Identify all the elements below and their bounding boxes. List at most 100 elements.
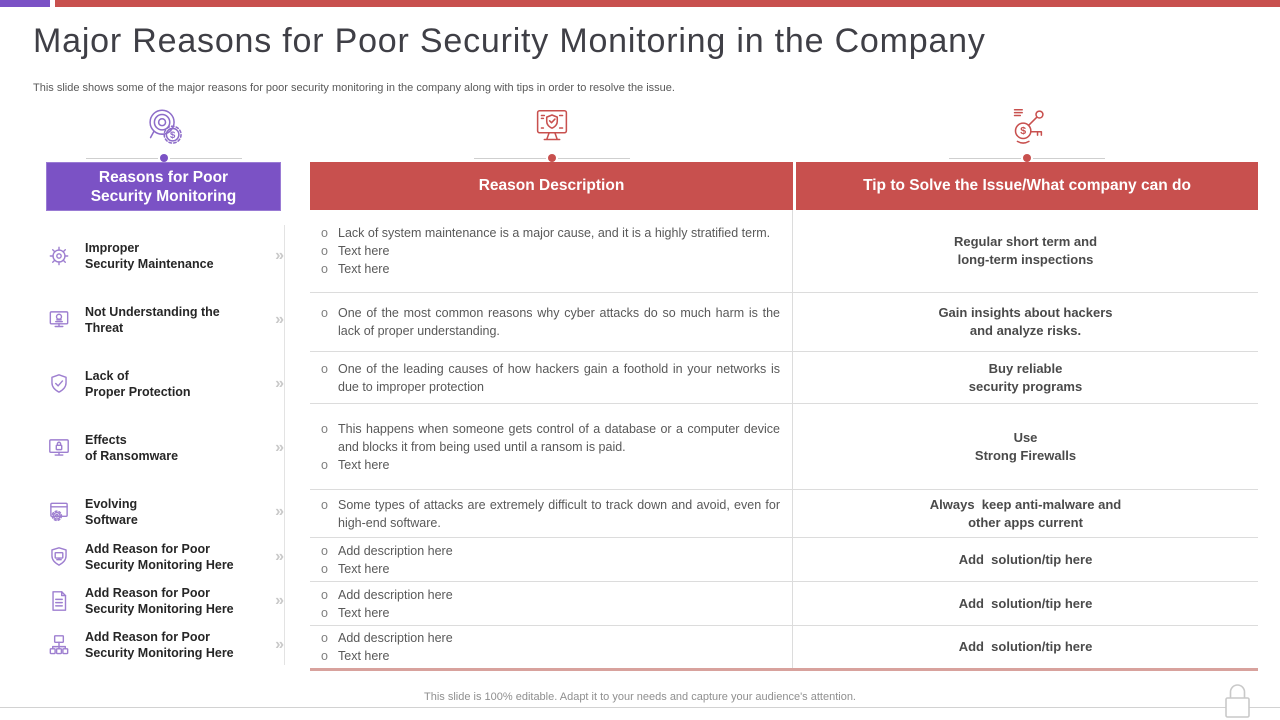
bullet-item: o Add description here xyxy=(321,587,453,602)
sidebar-item: Improper Security Maintenance » xyxy=(46,240,284,272)
purple-dot xyxy=(159,154,168,162)
bullet-item: o Add description here xyxy=(321,543,453,558)
top-bar-purple-segment xyxy=(0,0,50,7)
bullet-item: o Text here xyxy=(321,262,390,276)
table-row: o One of the most common reasons why cybe… xyxy=(310,292,1258,351)
sidebar-item: Not Understanding the Threat » xyxy=(46,304,284,336)
slide-description: This slide shows some of the major reaso… xyxy=(33,82,675,94)
bullet-item: o Text here xyxy=(321,457,390,472)
divider-with-dot xyxy=(310,153,793,163)
sidebar-items: Improper Security Maintenance » Not Unde… xyxy=(46,240,284,661)
sidebar-item-label: Effects of Ransomware xyxy=(85,433,179,463)
tip-cell: Gain insights about hackers and analyze … xyxy=(938,305,1113,338)
reasons-table: Reason Description Tip to Solve the Issu… xyxy=(310,162,1258,671)
bullet-item: o Some types of attacks are extremely dif… xyxy=(321,497,780,530)
sidebar-header: Reasons for Poor Security Monitoring xyxy=(46,162,281,211)
description-cell: o One of the leading causes of how hacker… xyxy=(310,352,793,403)
sidebar-item: Effects of Ransomware » xyxy=(46,432,284,464)
table-row: o Add description here o Text here Add solu… xyxy=(310,537,1258,581)
double-chevron-icon: » xyxy=(275,439,284,456)
lock-icon xyxy=(1221,681,1254,720)
page-title: Major Reasons for Poor Security Monitori… xyxy=(33,22,986,60)
table-row: o Lack of system maintenance is a major c… xyxy=(310,210,1258,292)
header-gap xyxy=(793,162,796,210)
sidebar-item-label: Not Understanding the Threat xyxy=(85,305,220,335)
document-icon xyxy=(46,588,76,614)
description-cell: o This happens when someone gets control … xyxy=(310,404,793,489)
description-cell: o Add description here o Text here xyxy=(310,626,793,668)
threat-monitor-icon xyxy=(46,307,76,333)
sidebar-item: Lack of Proper Protection » xyxy=(46,368,284,400)
secure-monitor-icon xyxy=(310,103,793,151)
double-chevron-icon: » xyxy=(275,592,284,609)
bullet-item: o Text here xyxy=(321,649,390,663)
sidebar-item-label: Lack of Proper Protection xyxy=(85,369,191,399)
table-row: o Add description here o Text here Add solu… xyxy=(310,581,1258,625)
sidebar-item: Add Reason for Poor Security Monitoring … xyxy=(46,585,284,617)
bullet-item: o Text here xyxy=(321,561,390,576)
tip-cell: Use Strong Firewalls xyxy=(974,429,1077,463)
network-icon xyxy=(46,632,76,658)
tip-cell: Add solution/tip here xyxy=(958,551,1093,567)
description-cell: o Some types of attacks are extremely dif… xyxy=(310,490,793,537)
tip-column-header: Tip to Solve the Issue/What company can … xyxy=(796,162,1258,210)
bullet-item: o Text here xyxy=(321,244,390,258)
tip-cell: Buy reliable security programs xyxy=(968,360,1083,394)
red-dot xyxy=(1023,154,1031,162)
tip-cell: Always keep anti-malware and other apps … xyxy=(929,496,1122,530)
bullet-item: o Text here xyxy=(321,605,390,620)
bullet-item: o Add description here xyxy=(321,631,453,645)
double-chevron-icon: » xyxy=(275,247,284,264)
tip-cell: Add solution/tip here xyxy=(958,595,1093,611)
tip-cell: Add solution/tip here xyxy=(958,639,1093,654)
table-row: o Add description here o Text here Add solu… xyxy=(310,625,1258,668)
table-row: o Some types of attacks are extremely dif… xyxy=(310,489,1258,537)
top-bar-red-segment xyxy=(55,0,1280,7)
search-money-key-icon xyxy=(796,103,1258,151)
double-chevron-icon: » xyxy=(275,636,284,653)
table-bottom-border xyxy=(310,668,1258,671)
description-cell: o Add description here o Text here xyxy=(310,582,793,625)
sidebar-column-head xyxy=(46,103,281,163)
double-chevron-icon: » xyxy=(275,375,284,392)
table-row: o This happens when someone gets control … xyxy=(310,403,1258,489)
sidebar-item-label: Add Reason for Poor Security Monitoring … xyxy=(85,586,234,616)
footer-note: This slide is 100% editable. Adapt it to… xyxy=(424,691,856,703)
divider-with-dot xyxy=(46,153,281,163)
sidebar-item-label: Add Reason for Poor Security Monitoring … xyxy=(85,542,234,572)
sidebar-vertical-divider xyxy=(284,225,285,665)
table-row: o One of the leading causes of how hacker… xyxy=(310,351,1258,403)
bullet-item: o One of the most common reasons why cybe… xyxy=(321,306,780,338)
sidebar-item: Add Reason for Poor Security Monitoring … xyxy=(46,541,284,573)
malware-bug-icon xyxy=(46,243,76,269)
sidebar-item-label: Improper Security Maintenance xyxy=(85,241,214,271)
description-column-header: Reason Description xyxy=(310,162,793,210)
red-dot xyxy=(547,154,556,162)
shield-monitor-icon xyxy=(46,544,76,570)
tip-cell: Regular short term and long-term inspect… xyxy=(953,234,1098,267)
description-cell: o Add description here o Text here xyxy=(310,538,793,581)
ransomware-monitor-icon xyxy=(46,435,76,461)
sidebar-item: Evolving Software » xyxy=(46,496,284,528)
sidebar-item-label: Add Reason for Poor Security Monitoring … xyxy=(85,630,234,660)
description-column-head xyxy=(310,103,793,163)
double-chevron-icon: » xyxy=(275,503,284,520)
bullet-item: o Lack of system maintenance is a major c… xyxy=(321,226,771,240)
description-cell: o One of the most common reasons why cybe… xyxy=(310,293,793,351)
tip-column-head xyxy=(796,103,1258,163)
sidebar-item-label: Evolving Software xyxy=(85,497,138,527)
bullet-item: o This happens when someone gets control … xyxy=(321,421,780,454)
table-header-row: Reason Description Tip to Solve the Issu… xyxy=(310,162,1258,210)
footer-line xyxy=(0,707,1280,708)
bullet-item: o One of the leading causes of how hacker… xyxy=(321,361,780,394)
double-chevron-icon: » xyxy=(275,311,284,328)
description-cell: o Lack of system maintenance is a major c… xyxy=(310,210,793,292)
sidebar-item: Add Reason for Poor Security Monitoring … xyxy=(46,629,284,661)
target-gear-icon xyxy=(46,103,281,151)
software-gear-icon xyxy=(46,499,76,525)
double-chevron-icon: » xyxy=(275,548,284,565)
shield-check-icon xyxy=(46,371,76,397)
table-body: o Lack of system maintenance is a major c… xyxy=(310,210,1258,668)
divider-with-dot xyxy=(796,153,1258,163)
